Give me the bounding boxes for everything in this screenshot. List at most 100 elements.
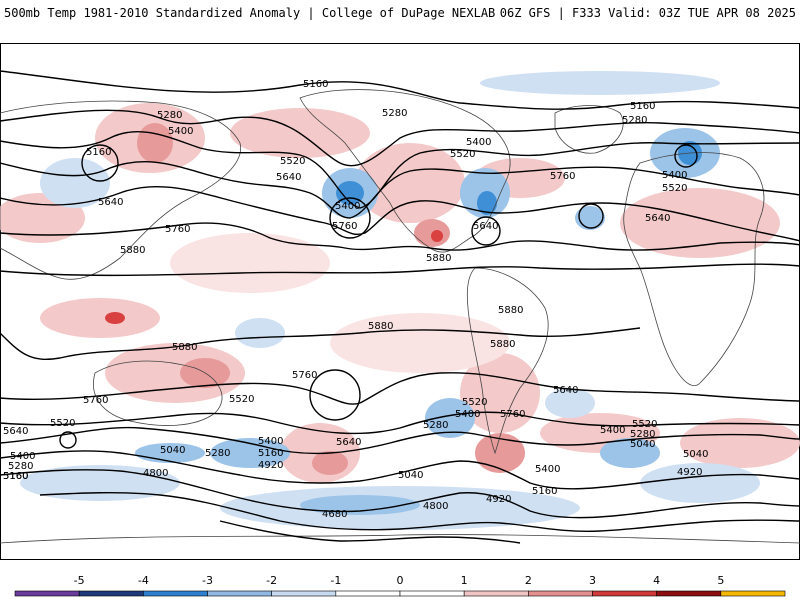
height-contour	[0, 186, 800, 242]
colorbar-tick-label: 2	[525, 574, 532, 587]
warm-anomaly-patch	[355, 143, 465, 223]
contour-label: 5880	[172, 342, 197, 353]
contour-label: 5640	[553, 385, 578, 396]
contour-label: 4800	[143, 468, 168, 479]
height-contour-closed	[329, 197, 371, 239]
contour-label: 5880	[120, 245, 145, 256]
cool-anomaly-patch	[425, 398, 475, 438]
colorbar-segment	[14, 590, 80, 597]
colorbar-tick-label: -3	[202, 574, 213, 587]
contour-label: 5400	[535, 464, 560, 475]
contour-label: 5520	[662, 183, 687, 194]
contour-label: 5520	[450, 149, 475, 160]
cool-anomaly-patch	[477, 191, 497, 215]
warm-anomaly-patch	[105, 312, 125, 324]
warm-anomaly-patch	[105, 343, 245, 403]
height-contour	[0, 426, 800, 455]
contour-label: 5880	[368, 321, 393, 332]
contour-label: 5760	[550, 171, 575, 182]
contour-label: 5280	[630, 429, 655, 440]
colorbar-segments	[14, 590, 786, 597]
greenland-outline	[554, 105, 624, 154]
contour-label: 5160	[258, 448, 283, 459]
contour-label: 5640	[473, 221, 498, 232]
contour-label: 5160	[532, 486, 557, 497]
warm-anomaly-patch	[330, 313, 510, 373]
contour-label: 5280	[622, 115, 647, 126]
colorbar-segment	[335, 590, 401, 597]
contour-label: 5760	[83, 395, 108, 406]
colorbar-segment	[592, 590, 657, 597]
warm-anomaly-patch	[680, 418, 800, 468]
height-contour-closed	[471, 216, 501, 246]
contour-label: 5400	[466, 137, 491, 148]
contour-label: 5280	[8, 461, 33, 472]
contour-label: 5400	[600, 425, 625, 436]
warm-anomaly-patch	[170, 233, 330, 293]
colorbar-tick-label: -4	[138, 574, 149, 587]
contour-label: 5040	[630, 439, 655, 450]
colorbar-tick-label: -5	[74, 574, 85, 587]
contour-label: 5040	[683, 449, 708, 460]
contour-label: 5160	[3, 471, 28, 482]
height-contour	[0, 469, 800, 519]
contour-label: 5280	[157, 110, 182, 121]
height-contour	[219, 520, 521, 544]
warm-anomaly-patch	[431, 230, 443, 242]
contour-label: 4920	[486, 494, 511, 505]
contour-label: 5400	[455, 409, 480, 420]
colorbar-segment	[78, 590, 144, 597]
contour-label: 5400	[168, 126, 193, 137]
height-contour	[0, 372, 800, 405]
height-contours	[0, 70, 800, 544]
contour-label: 5520	[280, 156, 305, 167]
contour-label: 5640	[98, 197, 123, 208]
contour-label: 5520	[462, 397, 487, 408]
model-run-info: 06Z GFS | F333 Valid: 03Z TUE APR 08 202…	[499, 6, 796, 20]
contour-label: 5400	[335, 201, 360, 212]
contour-label: 5880	[426, 253, 451, 264]
antarctica-outline	[0, 534, 800, 544]
height-contour	[0, 450, 800, 490]
contour-label: 5400	[662, 170, 687, 181]
europe-africa-outline	[623, 152, 765, 386]
colorbar-segment	[720, 590, 786, 597]
colorbar-segment	[207, 590, 272, 597]
asia-outline	[0, 100, 242, 280]
cool-anomaly-patch	[640, 463, 760, 503]
colorbar-tick-label: -2	[266, 574, 277, 587]
contour-label: 5760	[500, 409, 525, 420]
height-contour-closed	[578, 203, 604, 229]
cool-anomaly-patch	[210, 438, 290, 468]
contour-label: 4680	[322, 509, 347, 520]
warm-anomaly-patch	[137, 123, 173, 163]
anomaly-shading	[0, 71, 800, 530]
contour-label: 5760	[332, 221, 357, 232]
cool-anomaly-patch	[600, 438, 660, 468]
contour-label: 5400	[10, 451, 35, 462]
contour-label: 5280	[205, 448, 230, 459]
contour-label: 5160	[86, 147, 111, 158]
contour-labels: 5160 5280 5400 5160 5520 5640 5640 5760 …	[3, 79, 708, 520]
contour-label: 5400	[258, 436, 283, 447]
height-contour-closed	[81, 144, 119, 182]
height-contour	[0, 222, 800, 251]
colorbar-tick-label: 0	[397, 574, 404, 587]
warm-anomaly-patch	[40, 298, 160, 338]
contour-label: 5760	[165, 224, 190, 235]
height-contour-closed	[59, 431, 77, 449]
south-america-outline	[466, 267, 549, 455]
height-contour	[0, 161, 800, 219]
contour-label: 5880	[498, 305, 523, 316]
colorbar-segment	[463, 590, 529, 597]
colorbar-tick-label: 5	[717, 574, 724, 587]
warm-anomaly-patch	[312, 451, 348, 475]
cool-anomaly-patch	[480, 71, 720, 95]
colorbar-segment	[528, 590, 593, 597]
colorbar-tick-label: 3	[589, 574, 596, 587]
contour-label: 4800	[423, 501, 448, 512]
colorbar-tick-label: -1	[330, 574, 341, 587]
contour-label: 5760	[292, 370, 317, 381]
anomaly-map: 5160 5280 5400 5160 5520 5640 5640 5760 …	[0, 70, 800, 544]
warm-anomaly-patch	[620, 188, 780, 258]
